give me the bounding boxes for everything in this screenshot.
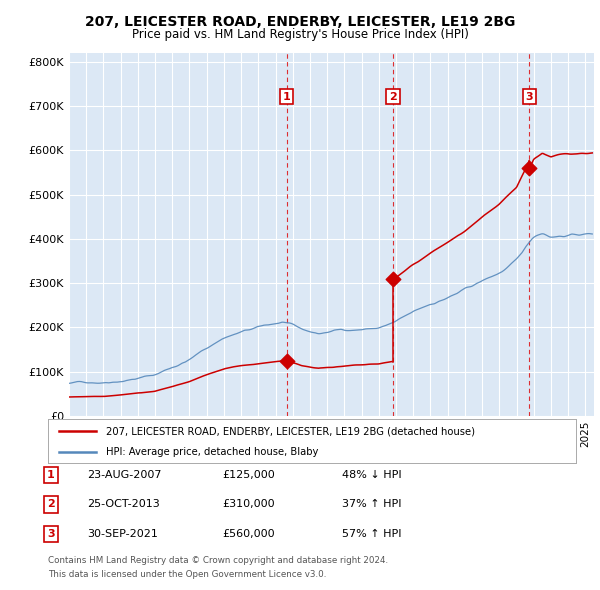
Text: 23-AUG-2007: 23-AUG-2007: [87, 470, 161, 480]
Text: 3: 3: [526, 91, 533, 101]
Point: [524, 163, 534, 173]
Text: This data is licensed under the Open Government Licence v3.0.: This data is licensed under the Open Gov…: [48, 571, 326, 579]
Text: 3: 3: [47, 529, 55, 539]
Text: 48% ↓ HPI: 48% ↓ HPI: [342, 470, 401, 480]
Text: £560,000: £560,000: [222, 529, 275, 539]
Text: 1: 1: [283, 91, 290, 101]
Text: 37% ↑ HPI: 37% ↑ HPI: [342, 500, 401, 509]
Text: 25-OCT-2013: 25-OCT-2013: [87, 500, 160, 509]
Text: 30-SEP-2021: 30-SEP-2021: [87, 529, 158, 539]
Point: [388, 274, 398, 284]
Text: 1: 1: [47, 470, 55, 480]
Text: 57% ↑ HPI: 57% ↑ HPI: [342, 529, 401, 539]
Text: £310,000: £310,000: [222, 500, 275, 509]
Text: 2: 2: [47, 500, 55, 509]
Text: Price paid vs. HM Land Registry's House Price Index (HPI): Price paid vs. HM Land Registry's House …: [131, 28, 469, 41]
Text: 2: 2: [389, 91, 397, 101]
Text: HPI: Average price, detached house, Blaby: HPI: Average price, detached house, Blab…: [106, 447, 319, 457]
Text: 207, LEICESTER ROAD, ENDERBY, LEICESTER, LE19 2BG (detached house): 207, LEICESTER ROAD, ENDERBY, LEICESTER,…: [106, 427, 475, 436]
Point: [282, 356, 292, 365]
Text: Contains HM Land Registry data © Crown copyright and database right 2024.: Contains HM Land Registry data © Crown c…: [48, 556, 388, 565]
Text: 207, LEICESTER ROAD, ENDERBY, LEICESTER, LE19 2BG: 207, LEICESTER ROAD, ENDERBY, LEICESTER,…: [85, 15, 515, 29]
Text: £125,000: £125,000: [222, 470, 275, 480]
